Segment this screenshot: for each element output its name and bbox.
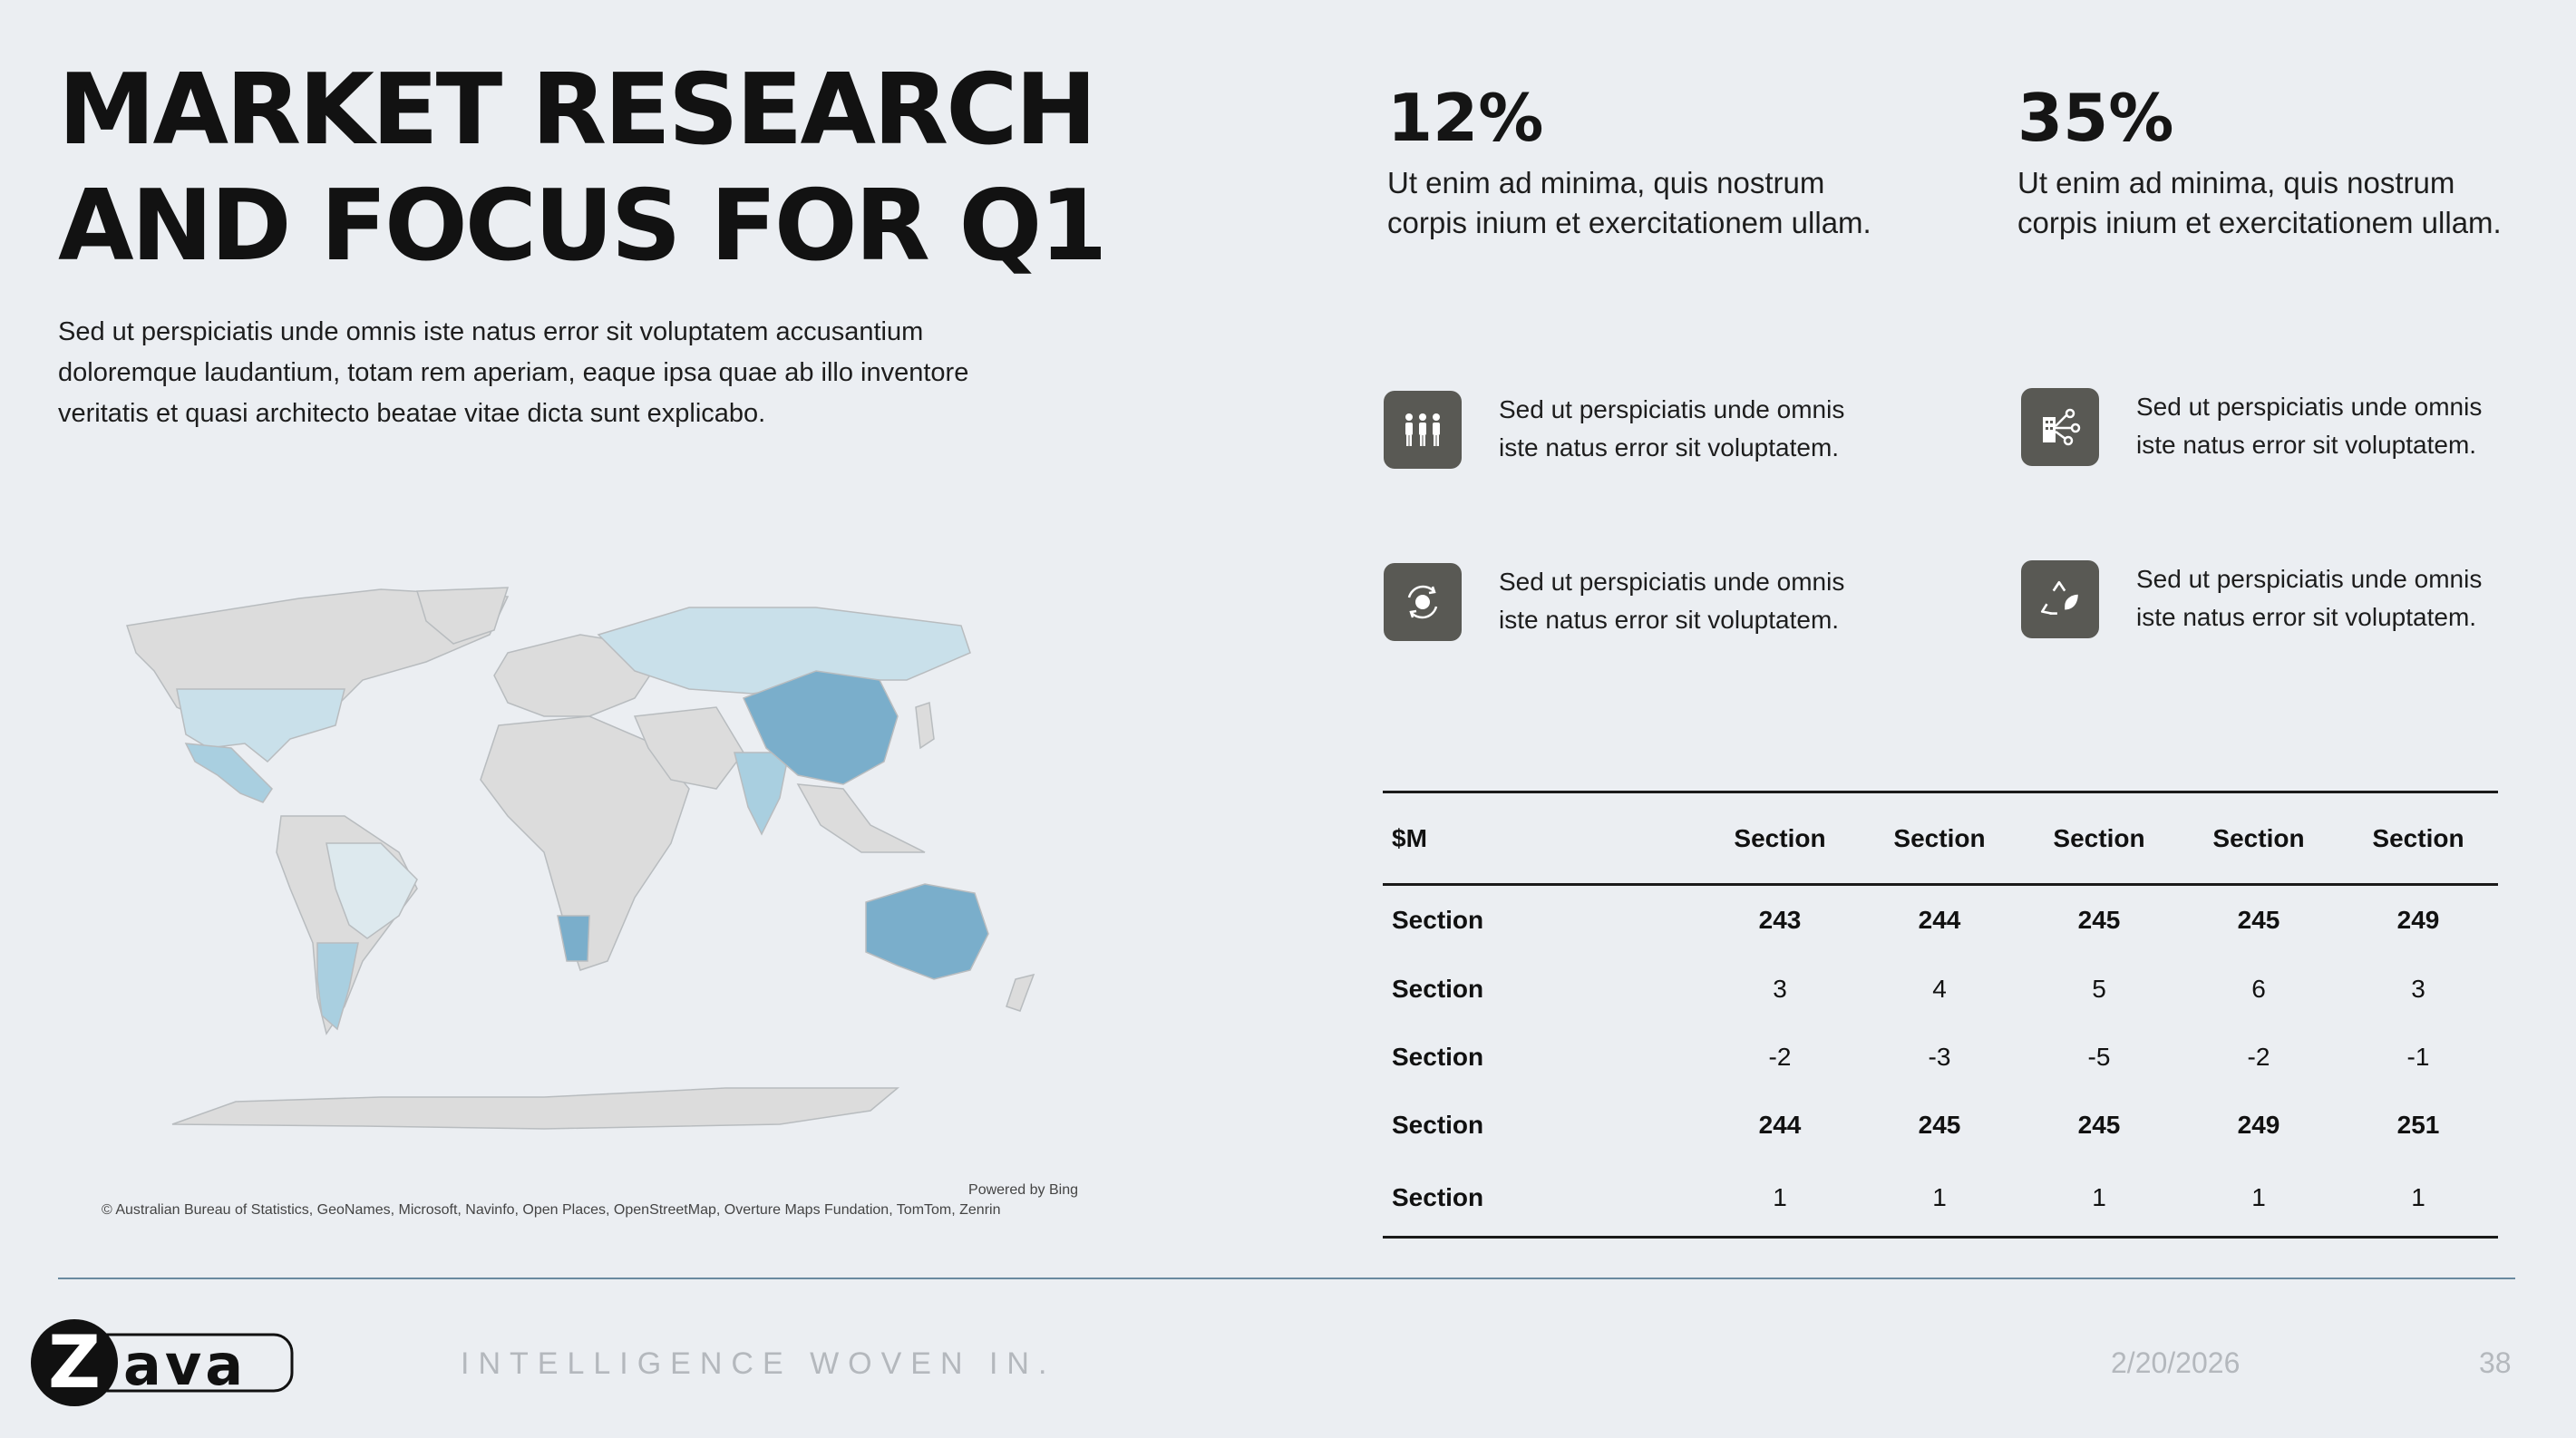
map-region-middle-east xyxy=(633,706,744,790)
footer-date: 2/20/2026 xyxy=(2111,1346,2241,1379)
table-cell: 249 xyxy=(2396,906,2440,935)
feature-text: Sed ut perspiciatis unde omnis iste natu… xyxy=(2136,565,2483,631)
zava-logo: Z ava xyxy=(31,1315,294,1414)
feature-item: Sed ut perspiciatis unde omnis iste natu… xyxy=(1384,391,1891,509)
map-region-argentina xyxy=(316,942,359,1031)
feature-text: Sed ut perspiciatis unde omnis iste natu… xyxy=(1499,395,1845,462)
world-map xyxy=(0,580,1088,1142)
table-row-label: Section xyxy=(1392,906,1484,935)
stat-description: Ut enim ad minima, quis nostrum corpis i… xyxy=(1387,166,1871,239)
table-cell: -3 xyxy=(1928,1043,1951,1071)
table-cell: 1 xyxy=(1700,1159,1860,1239)
footer-tagline: INTELLIGENCE WOVEN IN. xyxy=(461,1346,1056,1381)
stat-value: 12% xyxy=(1387,80,1544,156)
table-header-cell: Section xyxy=(1700,791,1860,886)
table-row-label: Section xyxy=(1392,1043,1484,1071)
table-header-cell: Section xyxy=(1860,791,2019,886)
table-cell: 244 xyxy=(1918,906,1961,935)
table-cell: 245 xyxy=(2077,1111,2121,1139)
table-cell: 6 xyxy=(2251,975,2266,1003)
people-group-icon xyxy=(1384,391,1462,469)
table-cell: 251 xyxy=(2396,1111,2440,1139)
map-region-russia xyxy=(597,607,971,695)
map-region-greenland xyxy=(416,587,510,645)
table-cell: -2 xyxy=(2247,1043,2270,1071)
table-row: Section 3 4 5 6 3 xyxy=(1383,956,2498,1024)
table-cell: 245 xyxy=(2237,906,2280,935)
stat-description: Ut enim ad minima, quis nostrum corpis i… xyxy=(2017,166,2502,239)
table-header-cell: Section xyxy=(2338,791,2498,886)
map-region-brazil xyxy=(326,842,418,939)
stat-block: 35% Ut enim ad minima, quis nostrum corp… xyxy=(2017,76,2525,243)
table-cell: 1 xyxy=(1860,1159,2019,1239)
map-region-australia xyxy=(865,883,989,980)
table-cell: 1 xyxy=(2338,1159,2498,1239)
feature-text: Sed ut perspiciatis unde omnis iste natu… xyxy=(2136,393,2483,459)
table-cell: 245 xyxy=(2077,906,2121,935)
table-cell: 3 xyxy=(2411,975,2425,1003)
stat-block: 12% Ut enim ad minima, quis nostrum corp… xyxy=(1387,76,1895,243)
table-row-label: Section xyxy=(1392,1111,1484,1139)
map-landmasses xyxy=(126,587,1035,1130)
slide-title-line2: AND FOCUS FOR Q1 xyxy=(58,170,1107,283)
map-region-southeast-asia xyxy=(796,783,926,853)
table-cell: 249 xyxy=(2237,1111,2280,1139)
financial-table: $M Section Section Section Section Secti… xyxy=(1383,791,2498,1239)
slide-title: MARKET RESEARCH AND FOCUS FOR Q1 xyxy=(58,53,1107,285)
feature-item: Sed ut perspiciatis unde omnis iste natu… xyxy=(2021,560,2529,678)
map-powered-by: Powered by Bing xyxy=(968,1182,1078,1198)
table-header-row: $M Section Section Section Section Secti… xyxy=(1383,791,2498,886)
table-cell: -2 xyxy=(1768,1043,1792,1071)
table-cell: -5 xyxy=(2087,1043,2111,1071)
table-row-label: Section xyxy=(1383,1159,1700,1239)
map-region-usa xyxy=(176,688,345,763)
map-region-china xyxy=(742,670,899,785)
map-region-japan xyxy=(915,701,935,750)
svg-text:ava: ava xyxy=(123,1332,247,1398)
table-header-cell: $M xyxy=(1383,791,1700,886)
table-header-cell: Section xyxy=(2019,791,2179,886)
map-region-new-zealand xyxy=(1006,973,1035,1012)
map-region-mexico xyxy=(184,743,273,803)
stat-value: 35% xyxy=(2017,80,2174,156)
table-header-cell: Section xyxy=(2179,791,2338,886)
building-network-icon xyxy=(2021,388,2099,466)
table-row: Section 1 1 1 1 1 xyxy=(1383,1159,2498,1239)
table-cell: 1 xyxy=(2179,1159,2338,1239)
table-cell: 245 xyxy=(1918,1111,1961,1139)
globe-refresh-icon xyxy=(1384,563,1462,641)
table-row: Section -2 -3 -5 -2 -1 xyxy=(1383,1024,2498,1092)
table-row-label: Section xyxy=(1392,975,1484,1003)
table-cell: 243 xyxy=(1758,906,1802,935)
map-attribution: © Australian Bureau of Statistics, GeoNa… xyxy=(102,1202,1001,1218)
feature-item: Sed ut perspiciatis unde omnis iste natu… xyxy=(1384,563,1891,681)
table-row: Section 243 244 245 245 249 xyxy=(1383,885,2498,956)
table-cell: 5 xyxy=(2092,975,2106,1003)
table-cell: 244 xyxy=(1758,1111,1802,1139)
recycle-leaf-icon xyxy=(2021,560,2099,638)
slide-title-line1: MARKET RESEARCH xyxy=(58,53,1097,167)
svg-text:Z: Z xyxy=(48,1320,101,1404)
table-cell: 4 xyxy=(1932,975,1947,1003)
footer-page-number: 38 xyxy=(2479,1346,2512,1379)
feature-text: Sed ut perspiciatis unde omnis iste natu… xyxy=(1499,568,1845,634)
map-region-namibia xyxy=(557,915,590,962)
table-row: Section 244 245 245 249 251 xyxy=(1383,1092,2498,1160)
table-cell: 1 xyxy=(2019,1159,2179,1239)
table-cell: -1 xyxy=(2406,1043,2430,1071)
intro-paragraph: Sed ut perspiciatis unde omnis iste natu… xyxy=(58,317,969,428)
table-cell: 3 xyxy=(1773,975,1787,1003)
feature-item: Sed ut perspiciatis unde omnis iste natu… xyxy=(2021,388,2529,506)
map-region-antarctica xyxy=(171,1087,900,1130)
map-region-india xyxy=(734,752,790,836)
footer-divider xyxy=(58,1278,2515,1279)
